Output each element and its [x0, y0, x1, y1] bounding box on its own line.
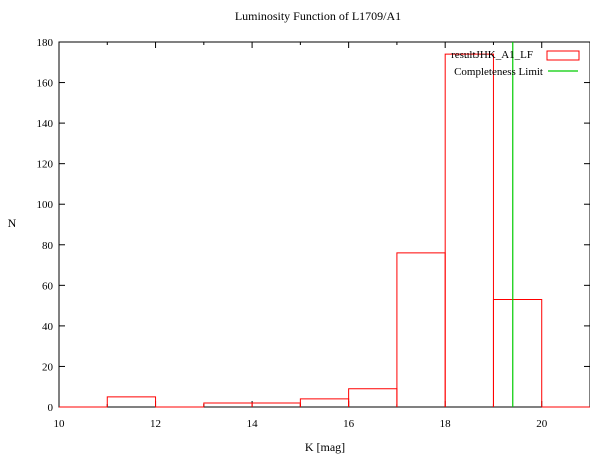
histogram-bin [299, 398, 350, 407]
legend-label-completeness: Completeness Limit [454, 66, 543, 78]
x-tick-label: 18 [440, 418, 452, 430]
x-tick-label: 12 [150, 418, 161, 430]
y-tick-label: 20 [42, 361, 54, 373]
x-tick-label: 10 [54, 418, 66, 430]
y-tick-label: 160 [37, 78, 54, 90]
x-axis-label: K [mag] [305, 440, 345, 454]
y-tick-label: 40 [42, 321, 54, 333]
y-tick-label: 60 [42, 280, 54, 292]
legend-swatch-histogram [546, 50, 580, 61]
y-tick-label: 100 [37, 199, 54, 211]
x-tick-label: 20 [536, 418, 548, 430]
y-tick-label: 80 [42, 240, 54, 252]
chart-title: Luminosity Function of L1709/A1 [235, 9, 401, 23]
y-tick-label: 140 [37, 118, 54, 130]
histogram-bin [203, 402, 253, 407]
histogram-bin [251, 402, 301, 407]
histogram-bin [396, 252, 446, 407]
legend: resultJHK_A1_LF Completeness Limit [451, 49, 580, 78]
histogram-bin [492, 299, 543, 407]
histogram-bin [444, 53, 494, 407]
y-axis-label: N [8, 216, 17, 230]
x-tick-label: 14 [247, 418, 259, 430]
plot-area: 0 20 40 60 80 100 120 140 160 180 10 12 14 16 18 20 resu… [37, 37, 590, 430]
legend-label-histogram: resultJHK_A1_LF [451, 49, 533, 61]
y-tick-label: 0 [48, 402, 54, 414]
y-tick-label: 120 [37, 159, 54, 171]
histogram-bin [348, 388, 398, 407]
y-tick-label: 180 [37, 37, 54, 49]
histogram-bin [106, 396, 157, 407]
plot-frame [58, 41, 590, 408]
x-tick-label: 16 [343, 418, 355, 430]
